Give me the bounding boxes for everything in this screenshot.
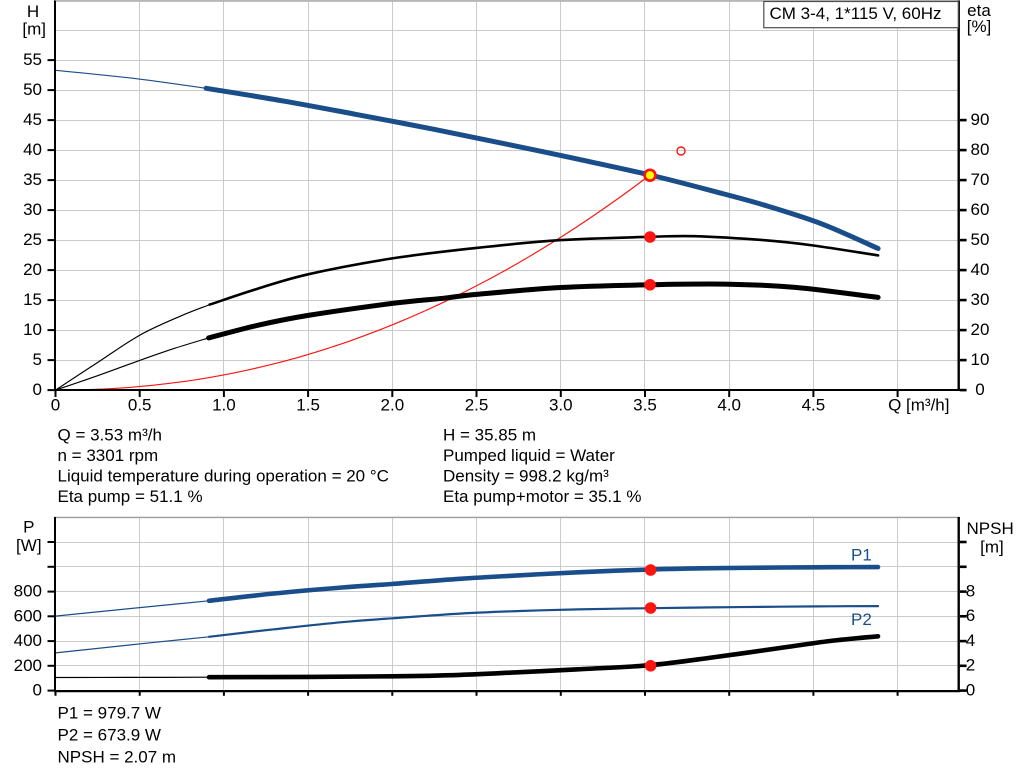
- svg-text:0: 0: [33, 681, 42, 700]
- svg-text:20: 20: [23, 260, 42, 279]
- svg-text:800: 800: [14, 582, 42, 601]
- svg-text:Density = 998.2 kg/m³: Density = 998.2 kg/m³: [443, 466, 609, 485]
- svg-text:CM 3-4, 1*115 V, 60Hz: CM 3-4, 1*115 V, 60Hz: [770, 4, 942, 23]
- svg-text:55: 55: [23, 50, 42, 69]
- svg-text:2.0: 2.0: [381, 396, 405, 415]
- svg-text:80: 80: [971, 140, 990, 159]
- svg-text:2.5: 2.5: [465, 396, 489, 415]
- svg-text:4.0: 4.0: [717, 396, 741, 415]
- svg-text:10: 10: [23, 320, 42, 339]
- svg-text:4.5: 4.5: [802, 396, 826, 415]
- svg-text:Eta pump = 51.1 %: Eta pump = 51.1 %: [58, 487, 203, 506]
- svg-text:5: 5: [33, 350, 42, 369]
- svg-text:0: 0: [33, 380, 42, 399]
- svg-text:400: 400: [14, 631, 42, 650]
- svg-text:0: 0: [975, 380, 984, 399]
- svg-text:eta: eta: [967, 1, 991, 20]
- svg-text:40: 40: [23, 140, 42, 159]
- svg-text:[m]: [m]: [980, 538, 1004, 557]
- svg-text:45: 45: [23, 110, 42, 129]
- svg-text:90: 90: [971, 110, 990, 129]
- svg-text:[W]: [W]: [16, 536, 42, 555]
- svg-text:6: 6: [966, 606, 975, 625]
- svg-text:P2: P2: [851, 610, 872, 629]
- svg-text:35: 35: [23, 170, 42, 189]
- svg-text:1.0: 1.0: [212, 396, 236, 415]
- svg-text:P2 = 673.9 W: P2 = 673.9 W: [58, 726, 161, 745]
- svg-text:20: 20: [971, 320, 990, 339]
- svg-text:40: 40: [971, 260, 990, 279]
- svg-text:NPSH: NPSH: [967, 519, 1014, 538]
- svg-text:8: 8: [966, 581, 975, 600]
- svg-text:60: 60: [971, 200, 990, 219]
- svg-text:Pumped liquid = Water: Pumped liquid = Water: [443, 446, 615, 465]
- svg-text:0: 0: [51, 396, 60, 415]
- svg-text:25: 25: [23, 230, 42, 249]
- svg-text:30: 30: [23, 200, 42, 219]
- svg-text:Eta pump+motor = 35.1 %: Eta pump+motor = 35.1 %: [443, 487, 641, 506]
- svg-text:30: 30: [971, 290, 990, 309]
- svg-text:H = 35.85 m: H = 35.85 m: [443, 425, 536, 444]
- svg-text:[m]: [m]: [22, 20, 46, 39]
- svg-text:600: 600: [14, 606, 42, 625]
- svg-text:[%]: [%]: [967, 17, 992, 36]
- svg-text:H: H: [27, 2, 39, 21]
- svg-text:Liquid temperature during oper: Liquid temperature during operation = 20…: [58, 466, 389, 485]
- svg-text:2: 2: [966, 656, 975, 675]
- svg-text:0: 0: [966, 681, 975, 700]
- svg-text:3.5: 3.5: [633, 396, 657, 415]
- svg-text:Q = 3.53 m³/h: Q = 3.53 m³/h: [58, 425, 162, 444]
- svg-text:n = 3301 rpm: n = 3301 rpm: [58, 446, 159, 465]
- svg-text:P1 = 979.7 W: P1 = 979.7 W: [58, 704, 161, 723]
- svg-text:4: 4: [966, 631, 975, 650]
- svg-text:1.5: 1.5: [296, 396, 320, 415]
- svg-text:50: 50: [23, 80, 42, 99]
- svg-text:P1: P1: [851, 545, 872, 564]
- svg-text:P: P: [23, 518, 34, 537]
- svg-text:50: 50: [971, 230, 990, 249]
- svg-text:0.5: 0.5: [128, 396, 152, 415]
- svg-text:10: 10: [971, 350, 990, 369]
- svg-text:200: 200: [14, 656, 42, 675]
- svg-text:15: 15: [23, 290, 42, 309]
- svg-text:70: 70: [971, 170, 990, 189]
- svg-text:3.0: 3.0: [549, 396, 573, 415]
- svg-text:NPSH = 2.07 m: NPSH = 2.07 m: [58, 747, 177, 766]
- svg-text:Q [m³/h]: Q [m³/h]: [888, 396, 949, 415]
